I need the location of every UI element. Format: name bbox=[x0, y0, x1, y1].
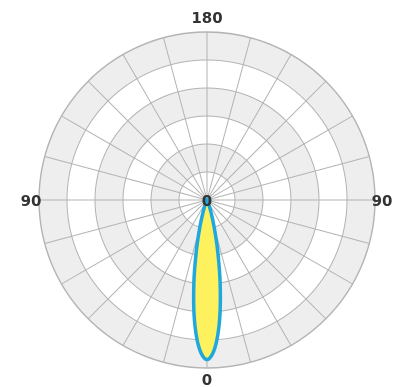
spoke-135 bbox=[206, 80, 327, 201]
spoke-45 bbox=[206, 199, 327, 320]
angle-label-top: 180 bbox=[191, 9, 222, 27]
spoke-225 bbox=[87, 80, 208, 201]
spoke-285 bbox=[44, 199, 208, 244]
spoke-30 bbox=[206, 199, 292, 346]
angle-label-bottom: 0 bbox=[202, 371, 212, 387]
angle-label-right: 90 bbox=[372, 192, 393, 210]
spoke-60 bbox=[206, 199, 353, 285]
angle-label-left: 90 bbox=[21, 192, 42, 210]
spoke-120 bbox=[206, 115, 353, 201]
spoke-150 bbox=[206, 54, 292, 201]
angular-gridlines bbox=[39, 32, 375, 368]
intensity-series bbox=[191, 197, 223, 362]
spoke-330 bbox=[122, 199, 208, 346]
spoke-255 bbox=[44, 156, 208, 201]
spoke-195 bbox=[163, 37, 208, 201]
spoke-240 bbox=[61, 115, 208, 201]
spoke-210 bbox=[122, 54, 208, 201]
spoke-105 bbox=[206, 156, 370, 201]
spoke-165 bbox=[206, 37, 251, 201]
spoke-75 bbox=[206, 199, 370, 244]
series-lobe-0 bbox=[191, 197, 223, 362]
angle-label-center: 0 bbox=[202, 192, 212, 210]
spoke-300 bbox=[61, 199, 208, 285]
spoke-315 bbox=[87, 199, 208, 320]
